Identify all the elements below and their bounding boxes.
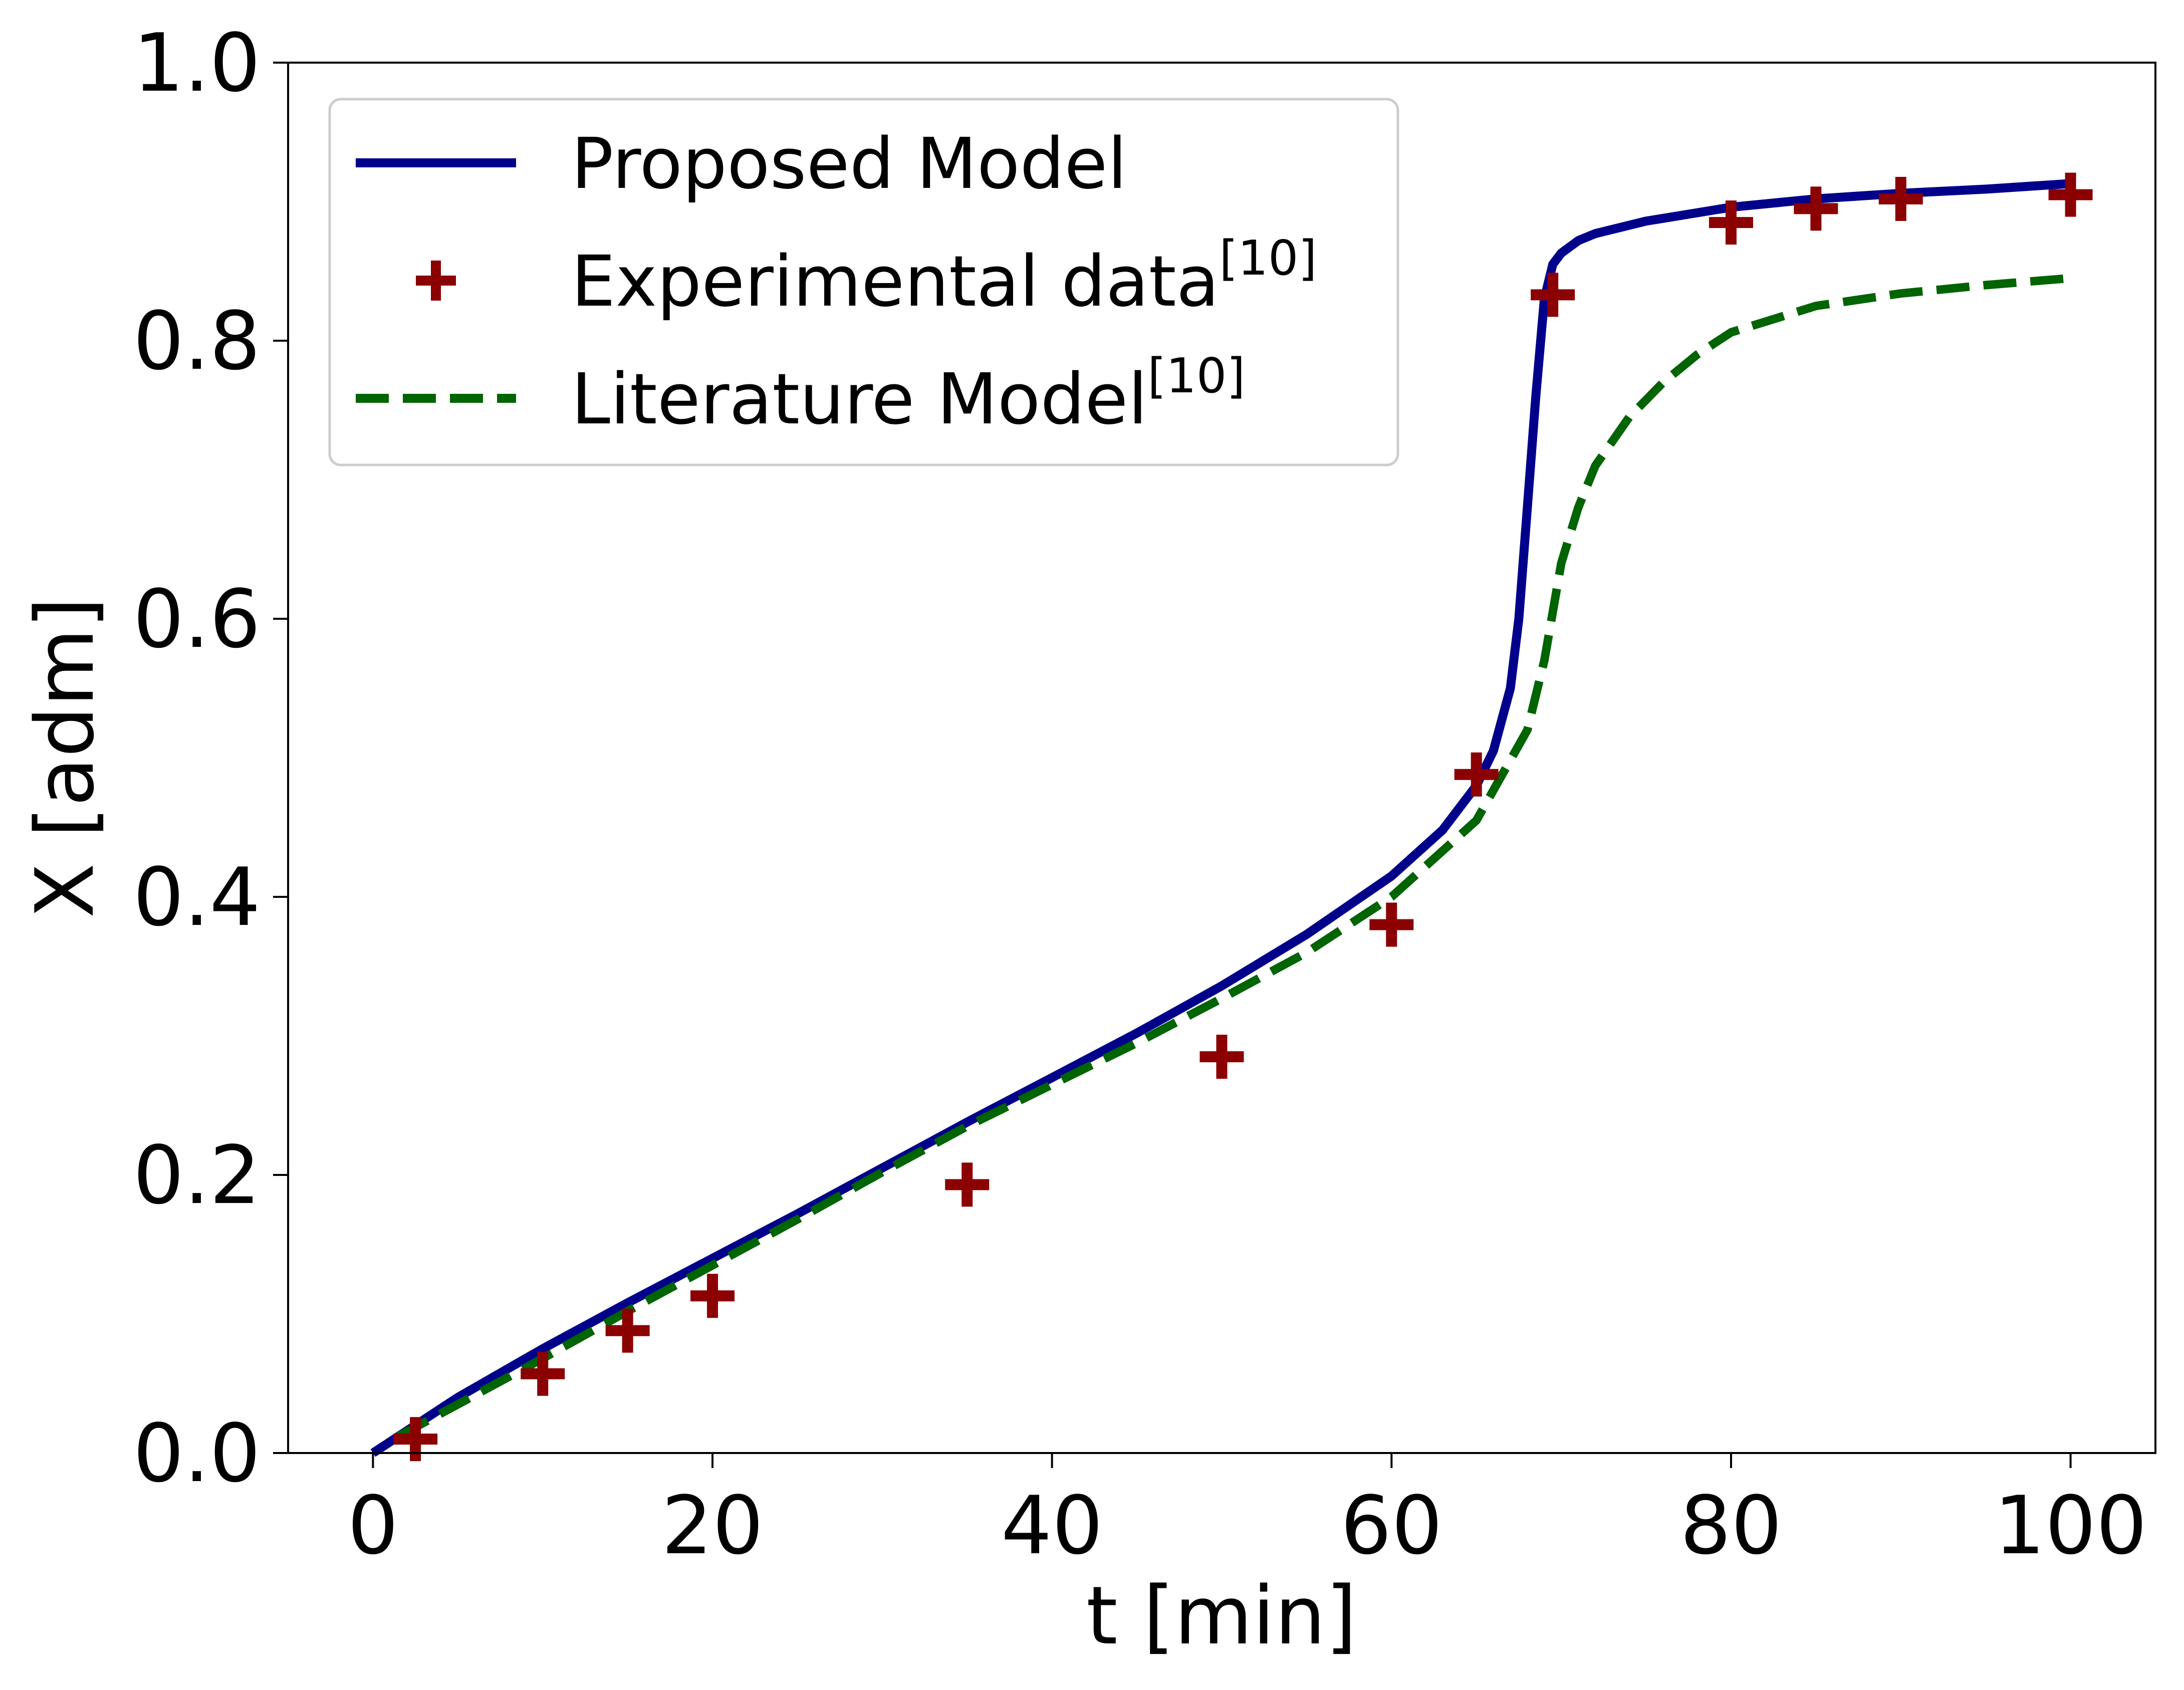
x-tick-label: 80 bbox=[1680, 1479, 1782, 1572]
x-tick-label: 0 bbox=[348, 1479, 399, 1572]
x-tick-label: 100 bbox=[1994, 1479, 2147, 1572]
y-tick-label: 0.2 bbox=[133, 1128, 261, 1222]
y-tick-label: 0.0 bbox=[133, 1406, 261, 1500]
x-tick-label: 40 bbox=[1001, 1479, 1103, 1572]
legend-entry-label: Literature Model[10] bbox=[571, 349, 1245, 440]
y-tick-label: 0.8 bbox=[133, 294, 261, 388]
legend-entry-label: Experimental data[10] bbox=[571, 231, 1317, 323]
y-tick-label: 1.0 bbox=[133, 16, 261, 110]
y-tick-label: 0.4 bbox=[133, 850, 261, 944]
legend-entry-label: Proposed Model bbox=[571, 123, 1127, 205]
legend: Proposed Model Experimental data[10] Liter… bbox=[330, 99, 1398, 465]
y-tick-label: 0.6 bbox=[133, 572, 261, 666]
y-axis-label: X [adm] bbox=[18, 597, 112, 918]
x-tick-label: 20 bbox=[661, 1479, 764, 1572]
x-axis-label: t [min] bbox=[1086, 1569, 1357, 1662]
x-tick-label: 60 bbox=[1341, 1479, 1443, 1572]
